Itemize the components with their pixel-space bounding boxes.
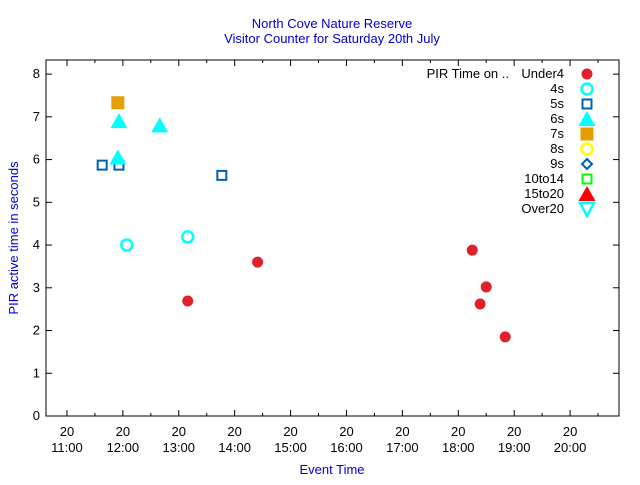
data-point <box>577 201 597 219</box>
data-point <box>151 117 169 133</box>
x-tick-time: 17:00 <box>386 440 419 455</box>
circle-marker <box>480 281 492 293</box>
x-tick-day: 20 <box>563 424 577 439</box>
x-tick-day: 20 <box>283 424 297 439</box>
data-point <box>474 298 486 310</box>
triangle-marker <box>578 186 596 201</box>
data-point <box>580 82 594 96</box>
y-tick-label: 7 <box>33 109 40 124</box>
triangle-marker <box>151 117 169 133</box>
y-tick-label: 0 <box>33 408 40 423</box>
circle-marker <box>120 238 134 252</box>
plot-frame <box>45 59 620 417</box>
triangle-marker <box>110 113 128 129</box>
data-point <box>581 98 593 110</box>
circle-marker <box>182 295 194 307</box>
data-point <box>580 127 594 141</box>
triangle-marker <box>109 149 127 165</box>
x-tick-day: 20 <box>339 424 353 439</box>
legend-label: Under4 <box>521 66 564 81</box>
data-point <box>466 244 478 256</box>
circle-marker <box>180 230 195 244</box>
x-tick-day: 20 <box>60 424 74 439</box>
legend-label: 9s <box>550 156 564 171</box>
y-axis-label: PIR active time in seconds <box>6 161 21 315</box>
x-tick-time: 13:00 <box>162 440 195 455</box>
y-tick-label: 1 <box>33 365 40 380</box>
legend-label: 5s <box>550 96 564 111</box>
y-tick-label: 6 <box>33 152 40 167</box>
x-tick-day: 20 <box>116 424 130 439</box>
legend-label: 15to20 <box>524 186 564 201</box>
legend-label: 8s <box>550 141 564 156</box>
circle-marker <box>474 298 486 310</box>
legend-label: 6s <box>550 111 564 126</box>
circle-marker <box>466 244 478 256</box>
circle-marker <box>252 256 264 268</box>
data-point <box>180 230 195 244</box>
x-tick-day: 20 <box>507 424 521 439</box>
x-tick-day: 20 <box>227 424 241 439</box>
data-point <box>252 256 264 268</box>
x-tick-time: 11:00 <box>51 440 83 455</box>
y-tick-label: 4 <box>33 237 40 252</box>
data-point <box>111 96 125 110</box>
x-tick-time: 20:00 <box>554 440 587 455</box>
square-marker <box>96 159 108 171</box>
data-point <box>120 238 134 252</box>
legend-label: 7s <box>550 126 564 141</box>
square-marker <box>581 173 593 185</box>
data-point <box>110 113 128 129</box>
square-marker <box>581 98 593 110</box>
legend-label: Over20 <box>521 201 564 216</box>
data-point <box>109 149 127 165</box>
chart-subtitle: Visitor Counter for Saturday 20th July <box>224 31 440 46</box>
legend-title: PIR Time on .. <box>427 66 509 81</box>
square-marker <box>580 127 594 141</box>
data-point <box>480 281 492 293</box>
x-axis-label: Event Time <box>299 462 364 477</box>
data-point <box>499 331 511 343</box>
square-marker <box>216 169 228 181</box>
triangle-marker <box>578 111 596 126</box>
triangle-down-marker <box>577 201 597 219</box>
circle-marker <box>580 82 594 96</box>
circle-marker <box>581 68 593 80</box>
diamond-marker <box>580 157 594 171</box>
legend-label: 10to14 <box>524 171 564 186</box>
x-tick-time: 14:00 <box>218 440 251 455</box>
data-point <box>581 173 593 185</box>
data-point <box>216 169 228 181</box>
x-tick-day: 20 <box>451 424 465 439</box>
legend-label: 4s <box>550 81 564 96</box>
data-point <box>182 295 194 307</box>
data-point <box>96 159 108 171</box>
circle-marker <box>580 142 594 156</box>
y-tick-label: 2 <box>33 323 40 338</box>
data-point <box>580 142 594 156</box>
x-tick-time: 16:00 <box>330 440 363 455</box>
data-point <box>580 157 594 171</box>
chart-title: North Cove Nature Reserve <box>252 16 412 31</box>
y-tick-label: 3 <box>33 280 40 295</box>
data-point <box>581 68 593 80</box>
x-tick-time: 12:00 <box>107 440 140 455</box>
x-tick-time: 15:00 <box>274 440 307 455</box>
y-tick-label: 8 <box>33 66 40 81</box>
x-tick-time: 19:00 <box>498 440 531 455</box>
square-marker <box>111 96 125 110</box>
x-tick-time: 18:00 <box>442 440 475 455</box>
data-point <box>578 186 596 201</box>
y-tick-label: 5 <box>33 194 40 209</box>
data-point <box>578 111 596 126</box>
x-tick-day: 20 <box>172 424 186 439</box>
circle-marker <box>499 331 511 343</box>
x-tick-day: 20 <box>395 424 409 439</box>
